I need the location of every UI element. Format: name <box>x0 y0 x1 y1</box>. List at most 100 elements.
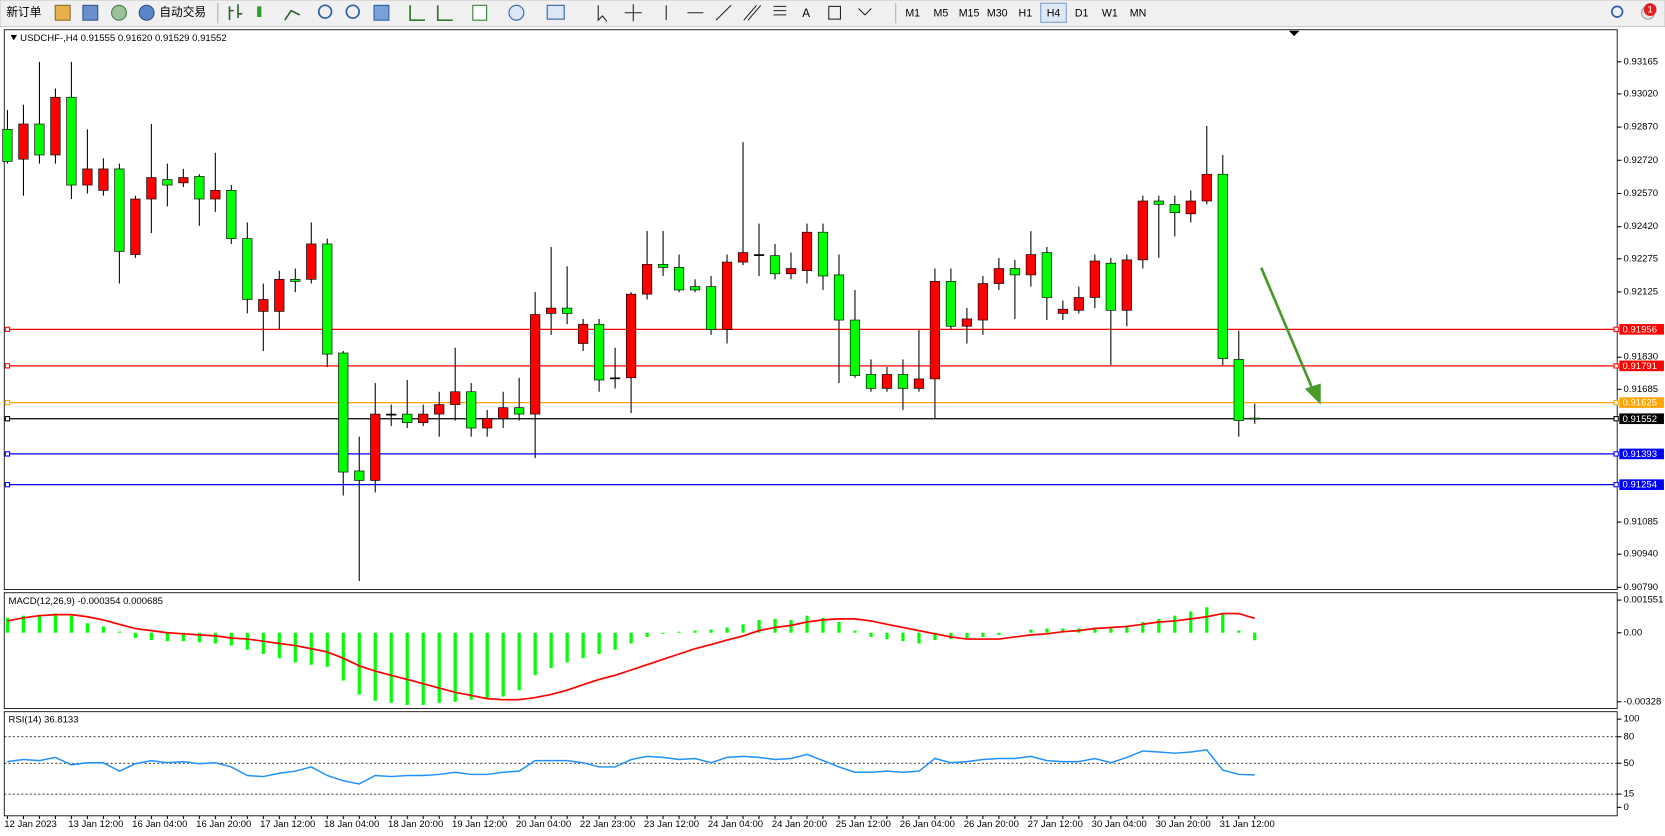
timeframe-button[interactable]: M5 <box>934 8 949 20</box>
price-label-box <box>1619 324 1664 335</box>
search-icon[interactable] <box>1611 5 1624 18</box>
y-tick-label: 0.001551 <box>1624 595 1664 606</box>
candle-body <box>34 123 45 156</box>
macd-bar <box>21 615 26 633</box>
periods-icon[interactable] <box>508 4 525 21</box>
new-order-button[interactable]: 新订单 <box>6 5 41 19</box>
candle-body <box>130 198 141 255</box>
macd-bar <box>981 632 985 637</box>
arrows-tool[interactable] <box>858 8 872 16</box>
tile-icon[interactable] <box>373 4 390 21</box>
candle-body <box>849 319 861 376</box>
candle-body <box>625 293 637 379</box>
label-tool[interactable] <box>828 5 842 20</box>
price-label: 0.91956 <box>1622 324 1657 335</box>
price-title: USDCHF-,H4 0.91555 0.91620 0.91529 0.915… <box>20 33 226 44</box>
candle-body <box>402 413 413 424</box>
macd-bar <box>1173 615 1177 633</box>
macd-bar <box>437 632 441 703</box>
candle-body <box>1153 200 1164 205</box>
candle-body <box>482 418 493 429</box>
macd-bar <box>357 632 361 695</box>
active-timeframe <box>1040 2 1067 23</box>
macd-bar <box>645 632 649 637</box>
candle-body <box>1249 417 1260 420</box>
macd-bar <box>693 630 697 633</box>
crosshair-icon[interactable] <box>624 4 642 22</box>
indicators-icon[interactable] <box>472 4 488 21</box>
x-tick-label: 12 Jan 2023 <box>4 819 57 830</box>
candle-body <box>977 283 989 321</box>
candle-icon[interactable] <box>257 6 262 17</box>
level-handle <box>1613 326 1619 332</box>
zoom-in-icon[interactable] <box>317 4 333 19</box>
x-tick-label: 16 Jan 20:00 <box>196 819 251 830</box>
macd-bar <box>965 632 969 639</box>
candle-body <box>370 413 381 481</box>
level-handle <box>4 416 11 422</box>
timeframe-button[interactable]: M15 <box>959 8 980 20</box>
macd-bar <box>821 617 825 633</box>
candle-body <box>338 352 349 473</box>
timeframe-button[interactable]: MN <box>1130 8 1147 20</box>
x-tick-label: 30 Jan 20:00 <box>1156 819 1211 830</box>
y-tick-label: 0.00 <box>1624 627 1643 638</box>
toolbar-bg <box>0 0 1665 28</box>
line-chart-icon[interactable] <box>284 9 300 21</box>
timeframe-button[interactable]: H4 <box>1047 8 1061 20</box>
fibo-icon[interactable] <box>773 5 787 16</box>
auto-trading-button[interactable]: 自动交易 <box>138 4 206 21</box>
icon[interactable] <box>111 4 127 21</box>
price-label-box <box>1619 479 1664 490</box>
bar-chart-icon[interactable] <box>228 4 243 21</box>
x-tick-label: 18 Jan 04:00 <box>324 819 379 830</box>
timeframe-button[interactable]: D1 <box>1075 8 1089 20</box>
y-tick-label: 0 <box>1624 802 1629 813</box>
annotation-arrow <box>1260 267 1321 405</box>
text-tool[interactable]: A <box>802 7 810 20</box>
auto-trading-label: 自动交易 <box>159 5 206 19</box>
x-tick-label: 24 Jan 04:00 <box>708 819 763 830</box>
y-tick-label: 0.91685 <box>1624 384 1659 395</box>
autoscroll-icon[interactable] <box>409 5 426 22</box>
trendline-icon[interactable] <box>715 4 732 21</box>
shift-icon[interactable] <box>436 5 453 22</box>
cursor-icon[interactable] <box>597 5 608 22</box>
candle-body <box>1185 200 1196 215</box>
icon[interactable] <box>82 4 99 21</box>
y-tick-label: 0.92870 <box>1624 122 1659 133</box>
timeframe-button[interactable]: M30 <box>987 8 1008 20</box>
symbol-marker <box>10 35 18 41</box>
timeframe-button[interactable]: H1 <box>1019 8 1033 20</box>
candle-body <box>114 168 125 252</box>
candle-body <box>66 96 77 186</box>
timeframe-button[interactable]: W1 <box>1102 8 1118 20</box>
macd-bar <box>325 632 329 667</box>
y-tick-label: 0.92720 <box>1624 155 1659 166</box>
badge <box>1643 3 1657 16</box>
y-tick-label: 0.91830 <box>1624 352 1659 363</box>
level-handle <box>4 363 11 369</box>
timeframe-button[interactable]: M1 <box>905 8 920 20</box>
macd-bar <box>549 632 553 668</box>
macd-bar <box>1205 607 1209 633</box>
templates-icon[interactable] <box>546 4 565 20</box>
channel-icon[interactable] <box>743 4 762 21</box>
candle-body <box>178 177 189 184</box>
macd-bar <box>837 622 841 633</box>
candle-body <box>354 470 365 481</box>
notifications[interactable]: 1 <box>1641 3 1657 20</box>
candle-body <box>514 407 525 415</box>
candle-body <box>146 177 157 200</box>
price-label: 0.91552 <box>1622 414 1657 425</box>
candle-body <box>833 274 845 321</box>
candle-body <box>1041 252 1052 298</box>
candle-body <box>721 261 733 330</box>
candle-body <box>961 318 973 327</box>
macd-bar <box>565 632 569 663</box>
x-tick-label: 30 Jan 04:00 <box>1092 819 1147 830</box>
icon[interactable] <box>54 4 71 21</box>
zoom-out-icon[interactable] <box>345 4 360 19</box>
